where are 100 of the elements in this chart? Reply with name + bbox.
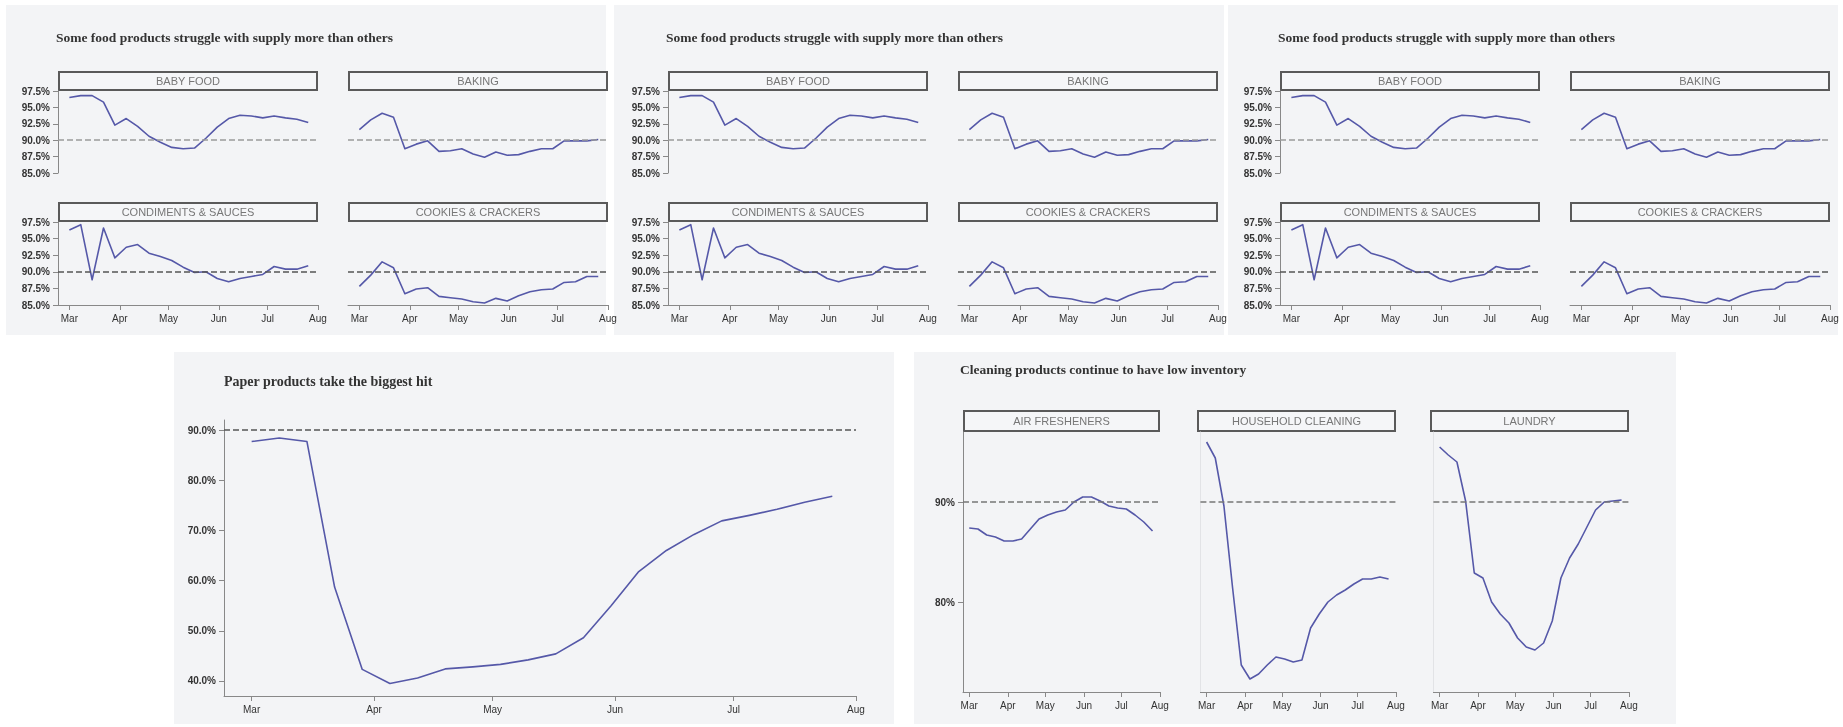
x-tick-label: Apr [1000, 699, 1017, 711]
x-tick-label: Mar [60, 312, 79, 324]
chart-title: Paper products take the biggest hit [224, 374, 433, 390]
text: Cleaning products continue to have low inventory [960, 362, 1247, 378]
y-tick-label: 85.0% [21, 299, 51, 311]
text: Some food products struggle with supply more than others [56, 30, 394, 46]
x-tick-label: Aug [1387, 699, 1405, 711]
y-tick-label: 97.5% [631, 216, 661, 228]
y-tick-label: 95.0% [631, 101, 661, 113]
y-tick-label: 87.5% [21, 282, 51, 294]
y-tick-label: 97.5% [21, 85, 51, 97]
x-tick-label: Aug [309, 312, 327, 324]
y-tick-label: 40.0% [187, 675, 217, 687]
y-tick-label: 95.0% [631, 233, 661, 245]
x-tick-label: Jun [210, 312, 227, 324]
x-tick-label: Mar [960, 312, 979, 324]
x-tick-label: Mar [1572, 312, 1591, 324]
y-tick-label: 85.0% [631, 299, 661, 311]
y-tick-label: 92.5% [631, 249, 661, 261]
x-tick-label: Jun [820, 312, 837, 324]
x-tick-label: Mar [960, 699, 979, 711]
x-tick-label: Jul [1483, 312, 1497, 324]
chart-title: CONDIMENTS & SAUCES [58, 202, 318, 222]
x-tick-label: Jun [1110, 312, 1127, 324]
y-tick-label: 92.5% [21, 249, 51, 261]
y-tick-label: 90.0% [631, 134, 661, 146]
y-tick-label: 97.5% [631, 85, 661, 97]
y-tick-label: 97.5% [1243, 216, 1273, 228]
x-tick-label: Mar [670, 312, 689, 324]
y-tick-label: 97.5% [21, 216, 51, 228]
y-tick-label: 60.0% [187, 575, 217, 587]
y-tick-label: 90.0% [21, 134, 51, 146]
x-tick-label: Jul [1773, 312, 1787, 324]
x-tick-label: Jul [1161, 312, 1175, 324]
y-tick-label: 92.5% [1243, 118, 1273, 130]
x-tick-label: Apr [1623, 312, 1641, 324]
x-tick-label: Mar [1197, 699, 1216, 711]
y-tick-label: 90.0% [187, 424, 217, 436]
x-tick-label: Apr [111, 312, 129, 324]
x-tick-label: Apr [366, 703, 383, 715]
y-tick-label: 87.5% [631, 151, 661, 163]
x-tick-label: May [159, 312, 178, 324]
y-tick-label: 90% [934, 496, 956, 508]
x-tick-label: Jun [606, 703, 624, 715]
x-tick-label: May [1035, 699, 1055, 711]
y-tick-label: 87.5% [631, 282, 661, 294]
y-tick-label: 95.0% [21, 101, 51, 113]
y-tick-label: 87.5% [1243, 282, 1273, 294]
x-tick-label: Aug [1531, 312, 1549, 324]
chart-title: BAKING [348, 71, 608, 91]
x-tick-label: May [1272, 699, 1292, 711]
chart-title: CONDIMENTS & SAUCES [668, 202, 928, 222]
x-tick-label: Apr [401, 312, 419, 324]
x-tick-label: May [483, 703, 503, 715]
x-tick-label: Jun [1722, 312, 1739, 324]
x-tick-label: Jul [551, 312, 565, 324]
x-tick-label: Jun [1545, 699, 1562, 711]
y-tick-label: 70.0% [187, 524, 217, 536]
x-tick-label: May [1059, 312, 1078, 324]
x-tick-label: Aug [847, 703, 865, 715]
x-tick-label: May [769, 312, 788, 324]
y-tick-label: 90.0% [21, 266, 51, 278]
x-tick-label: Aug [1151, 699, 1169, 711]
x-tick-label: Mar [243, 703, 261, 715]
x-tick-label: Aug [599, 312, 617, 324]
x-tick-label: Mar [350, 312, 369, 324]
chart-title: BABY FOOD [668, 71, 928, 91]
x-tick-label: May [1671, 312, 1690, 324]
y-tick-label: 95.0% [21, 233, 51, 245]
y-tick-label: 85.0% [1243, 299, 1273, 311]
y-tick-label: 90.0% [1243, 266, 1273, 278]
x-tick-label: Jun [1432, 312, 1449, 324]
y-tick-label: 95.0% [1243, 101, 1273, 113]
chart-title: HOUSEHOLD CLEANING [1197, 410, 1396, 432]
x-tick-label: Jul [1584, 699, 1598, 711]
x-tick-label: Apr [721, 312, 739, 324]
y-tick-label: 90.0% [1243, 134, 1273, 146]
x-tick-label: Jun [1312, 699, 1329, 711]
y-tick-label: 90.0% [631, 266, 661, 278]
chart-title: COOKIES & CRACKERS [348, 202, 608, 222]
y-tick-label: 92.5% [21, 118, 51, 130]
x-tick-label: Apr [1333, 312, 1351, 324]
chart-title: BABY FOOD [1280, 71, 1540, 91]
x-tick-label: Aug [1209, 312, 1227, 324]
y-tick-label: 87.5% [1243, 151, 1273, 163]
chart-title: BAKING [958, 71, 1218, 91]
x-tick-label: Apr [1011, 312, 1029, 324]
x-tick-label: Jul [1351, 699, 1365, 711]
y-tick-label: 92.5% [631, 118, 661, 130]
x-tick-label: Aug [1821, 312, 1839, 324]
chart-title: COOKIES & CRACKERS [958, 202, 1218, 222]
y-tick-label: 80.0% [187, 474, 217, 486]
x-tick-label: Jul [727, 703, 740, 715]
x-tick-label: Jul [871, 312, 885, 324]
y-tick-label: 92.5% [1243, 249, 1273, 261]
x-tick-label: Apr [1237, 699, 1254, 711]
y-tick-label: 85.0% [21, 167, 51, 179]
y-tick-label: 85.0% [631, 167, 661, 179]
x-tick-label: Jun [1075, 699, 1093, 711]
x-tick-label: May [1505, 699, 1525, 711]
